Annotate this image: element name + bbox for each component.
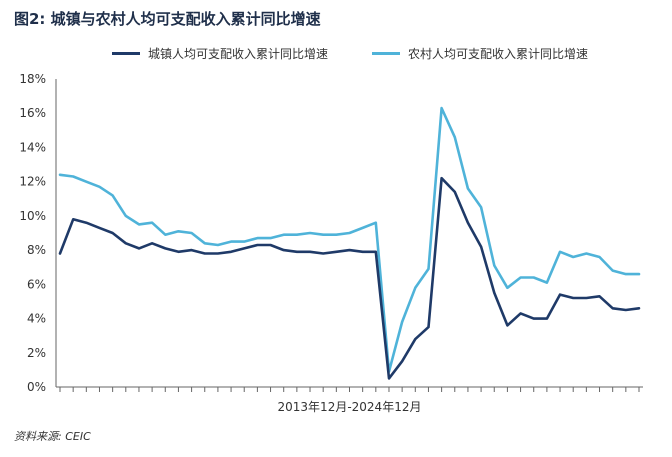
y-tick-label: 0%: [27, 380, 46, 394]
y-tick-label: 12%: [19, 175, 46, 189]
legend-label-urban: 城镇人均可支配收入累计同比增速: [148, 47, 329, 61]
y-tick-label: 16%: [19, 106, 46, 120]
legend-label-rural: 农村人均可支配收入累计同比增速: [408, 47, 589, 61]
legend-swatch-rural: [372, 52, 400, 55]
y-tick-label: 10%: [19, 209, 46, 223]
y-tick-label: 14%: [19, 140, 46, 154]
y-tick-label: 2%: [27, 346, 46, 360]
legend-item-rural: 农村人均可支配收入累计同比增速: [372, 45, 588, 62]
legend-swatch-urban: [112, 52, 140, 55]
y-tick-label: 6%: [27, 277, 46, 291]
series-line-urban: [58, 176, 641, 380]
y-tick-label: 18%: [19, 72, 46, 86]
x-axis-label: 2013年12月-2024年12月: [278, 400, 422, 414]
source-note: 资料来源: CEIC: [14, 430, 91, 443]
legend: 城镇人均可支配收入累计同比增速 农村人均可支配收入累计同比增速: [0, 45, 672, 65]
y-tick-label: 4%: [27, 312, 46, 326]
chart-title: 图2: 城镇与农村人均可支配收入累计同比增速: [14, 10, 321, 28]
y-tick-label: 8%: [27, 243, 46, 257]
series-line-rural: [58, 106, 641, 373]
legend-item-urban: 城镇人均可支配收入累计同比增速: [112, 45, 328, 62]
